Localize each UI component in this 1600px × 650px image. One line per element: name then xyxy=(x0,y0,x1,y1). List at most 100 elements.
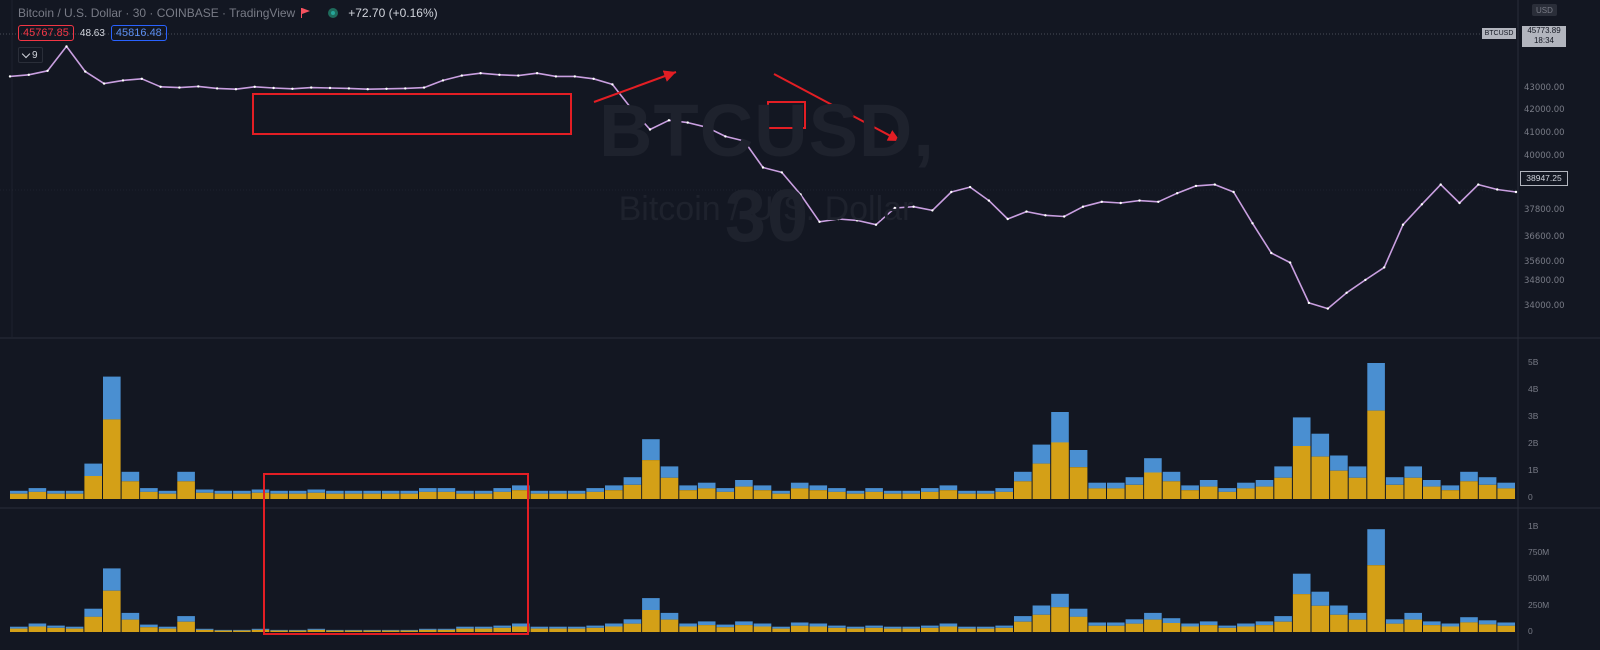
volume-bar xyxy=(400,630,418,632)
volume-bar xyxy=(47,627,65,632)
volume-bar xyxy=(883,490,902,494)
price-point xyxy=(535,72,539,75)
price-point xyxy=(1458,201,1461,205)
volume-bar xyxy=(883,628,902,632)
volume-bar xyxy=(344,629,363,631)
volume-bar xyxy=(1311,456,1330,499)
ask-price[interactable]: 45816.48 xyxy=(110,25,167,41)
volume-bar xyxy=(121,471,140,482)
volume-bar xyxy=(1051,442,1069,499)
volume-bar xyxy=(697,482,716,489)
price-point xyxy=(272,86,275,90)
volume-bar xyxy=(679,485,697,491)
price-axis-label: 42000.00 xyxy=(1524,105,1565,115)
volume-bar xyxy=(1199,480,1218,487)
volume-bar xyxy=(493,491,511,499)
volume-axis-label: 2B xyxy=(1528,438,1539,448)
volume-axis-label: 250M xyxy=(1528,600,1550,610)
volume-bar xyxy=(1199,625,1218,632)
volume-bar xyxy=(437,629,456,632)
volume-bar xyxy=(437,491,456,499)
flag-icon[interactable] xyxy=(301,8,311,18)
volume-bar xyxy=(790,482,809,489)
volume-bar xyxy=(735,486,753,499)
price-point xyxy=(950,190,953,194)
volume-bar xyxy=(1181,626,1199,632)
volume-bar xyxy=(921,491,939,499)
volume-bar xyxy=(65,626,84,629)
price-point xyxy=(27,73,30,77)
bid-price[interactable]: 45767.85 xyxy=(18,25,74,41)
volume-bar xyxy=(660,477,679,499)
volume-bar xyxy=(1274,477,1292,499)
volume-bar xyxy=(1441,623,1460,627)
price-point xyxy=(1006,217,1009,221)
volume-bar xyxy=(549,493,567,499)
volume-bar xyxy=(1478,484,1497,499)
volume-bar xyxy=(642,460,660,499)
volume-bar xyxy=(902,626,920,629)
volume-bar xyxy=(65,628,84,632)
volume-bar xyxy=(195,629,214,632)
market-status-icon[interactable] xyxy=(328,8,339,18)
volume-bar xyxy=(958,493,976,499)
price-point xyxy=(1514,190,1518,194)
volume-bar xyxy=(28,626,47,632)
volume-bar xyxy=(456,490,474,494)
volume-bar xyxy=(1181,490,1199,499)
volume-bar xyxy=(567,490,586,494)
volume-bar xyxy=(865,625,883,628)
watermark-symbol: BTCUSD, 30 xyxy=(599,89,935,257)
volume-bar xyxy=(233,629,251,631)
price-point xyxy=(648,128,652,131)
price-point xyxy=(987,199,991,202)
volume-bar xyxy=(1385,477,1404,485)
currency-button[interactable]: USD xyxy=(1532,4,1557,16)
chart-title[interactable]: Bitcoin / U.S. Dollar · 30 · COINBASE · … xyxy=(18,6,296,20)
volume-bar xyxy=(400,490,418,494)
indicators-toggle[interactable]: 9 xyxy=(18,47,43,63)
volume-bar xyxy=(251,629,270,632)
volume-bar xyxy=(697,625,716,632)
volume-bar xyxy=(10,626,28,629)
volume-bar xyxy=(1144,619,1162,632)
volume-bar xyxy=(1125,619,1144,624)
volume-bar xyxy=(642,598,660,610)
volume-bar xyxy=(1367,565,1385,632)
volume-bar xyxy=(84,476,102,499)
price-point xyxy=(1326,307,1330,310)
volume-bar xyxy=(437,628,456,630)
price-point xyxy=(705,126,708,129)
volume-bar xyxy=(1292,417,1311,446)
volume-bar xyxy=(1478,620,1497,625)
price-point xyxy=(1439,183,1442,186)
volume-bar xyxy=(1032,605,1051,615)
volume-bar xyxy=(363,629,381,631)
price-point xyxy=(630,107,633,110)
volume-bar xyxy=(642,439,660,461)
volume-bar xyxy=(921,625,939,628)
volume-bar xyxy=(140,488,158,492)
price-point xyxy=(912,205,915,208)
volume-axis-label: 500M xyxy=(1528,573,1550,583)
volume-bar xyxy=(1423,480,1441,487)
volume-bar xyxy=(65,490,84,494)
volume-bar xyxy=(214,629,233,631)
volume-bar xyxy=(605,623,623,627)
volume-bar xyxy=(344,493,363,499)
volume-bar xyxy=(344,630,363,632)
price-point xyxy=(1420,203,1424,206)
price-point xyxy=(1081,205,1085,208)
volume-bar xyxy=(1292,594,1311,632)
price-point xyxy=(291,87,294,91)
volume-bar xyxy=(530,490,549,494)
price-point xyxy=(667,119,671,122)
volume-bar xyxy=(1107,625,1125,632)
price-point xyxy=(385,87,388,91)
price-point xyxy=(1138,199,1141,202)
price-point xyxy=(1100,200,1104,203)
volume-bar xyxy=(660,612,679,620)
volume-bar xyxy=(381,629,400,631)
